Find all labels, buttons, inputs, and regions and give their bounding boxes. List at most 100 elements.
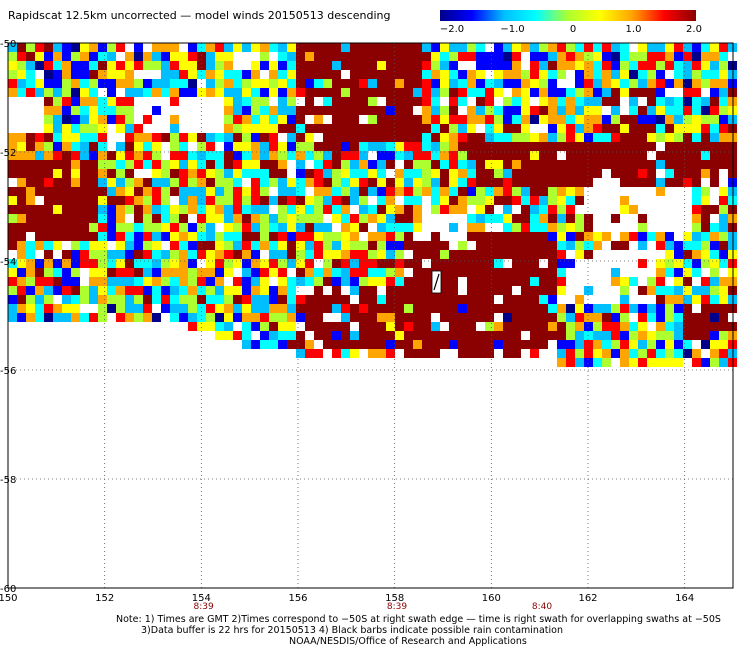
wind-cell [71,61,80,70]
wind-cell [224,304,233,313]
wind-cell [548,322,557,331]
wind-cell [206,169,215,178]
wind-cell [242,43,251,52]
wind-cell [98,205,107,214]
wind-cell [485,187,494,196]
wind-cell [242,241,251,250]
wind-cell [431,322,440,331]
wind-cell [323,340,332,349]
wind-cell [620,322,629,331]
wind-cell [35,160,44,169]
wind-cell [602,358,611,367]
longitude-label: 154 [192,593,211,604]
wind-cell [359,70,368,79]
wind-cell [512,178,521,187]
wind-cell [287,151,296,160]
wind-cell [341,169,350,178]
wind-cell [71,268,80,277]
wind-cell [89,151,98,160]
wind-cell [188,196,197,205]
wind-cell [530,151,539,160]
wind-cell [719,313,728,322]
wind-cell [26,133,35,142]
wind-cell [296,250,305,259]
wind-cell [143,214,152,223]
wind-cell [116,277,125,286]
wind-cell [215,205,224,214]
wind-cell [377,295,386,304]
wind-cell [422,277,431,286]
wind-cell [134,304,143,313]
wind-cell [278,52,287,61]
wind-cell [215,187,224,196]
wind-cell [332,232,341,241]
wind-cell [602,124,611,133]
wind-cell [530,106,539,115]
wind-cell [89,169,98,178]
wind-cell [404,106,413,115]
wind-cell [674,322,683,331]
wind-cell [296,151,305,160]
wind-cell [377,268,386,277]
wind-cell [665,52,674,61]
wind-cell [530,205,539,214]
wind-cell [575,115,584,124]
wind-cell [638,169,647,178]
wind-cell [143,151,152,160]
wind-cell [224,295,233,304]
wind-cell [638,106,647,115]
wind-cell [332,187,341,196]
wind-cell [485,331,494,340]
wind-cell [152,178,161,187]
wind-cell [17,178,26,187]
wind-cell [332,196,341,205]
wind-cell [521,133,530,142]
wind-cell [35,151,44,160]
wind-cell [431,106,440,115]
wind-cell [161,178,170,187]
wind-cell [701,241,710,250]
colorbar-tick-label: 2.0 [686,24,702,35]
wind-cell [53,214,62,223]
wind-cell [107,106,116,115]
wind-cell [377,250,386,259]
wind-cell [62,232,71,241]
wind-cell [287,61,296,70]
wind-cell [503,151,512,160]
wind-cell [206,295,215,304]
wind-cell [143,277,152,286]
wind-cell [458,268,467,277]
wind-cell [620,286,629,295]
wind-cell [476,88,485,97]
wind-cell [314,331,323,340]
wind-cell [404,214,413,223]
wind-cell [80,205,89,214]
wind-cell [35,187,44,196]
wind-cell [368,340,377,349]
wind-cell [611,124,620,133]
wind-cell [467,331,476,340]
wind-cell [530,286,539,295]
map-frame [7,42,734,589]
wind-cell [107,88,116,97]
wind-cell [584,241,593,250]
wind-cell [719,358,728,367]
wind-cell [359,43,368,52]
wind-cell [386,349,395,358]
wind-cell [485,160,494,169]
wind-cell [224,313,233,322]
wind-cell [98,124,107,133]
wind-cell [44,205,53,214]
wind-cell [341,295,350,304]
wind-cell [638,331,647,340]
wind-cell [359,214,368,223]
wind-cell [80,178,89,187]
wind-cell [620,196,629,205]
wind-cell [188,88,197,97]
wind-cell [386,277,395,286]
wind-cell [602,43,611,52]
wind-cell [17,286,26,295]
wind-cell [305,70,314,79]
wind-cell [719,295,728,304]
wind-cell [422,313,431,322]
